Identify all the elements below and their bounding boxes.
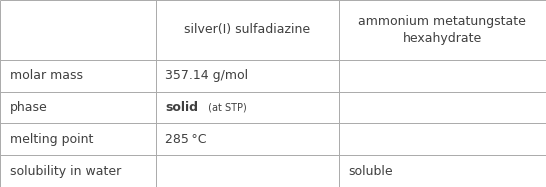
Text: solid: solid [165,101,198,114]
Text: soluble: soluble [348,165,393,178]
Text: molar mass: molar mass [10,69,83,82]
Text: 285 °C: 285 °C [165,133,207,146]
Text: phase: phase [10,101,48,114]
Text: ammonium metatungstate
hexahydrate: ammonium metatungstate hexahydrate [358,15,526,45]
Text: silver(I) sulfadiazine: silver(I) sulfadiazine [184,23,310,36]
Text: solubility in water: solubility in water [10,165,121,178]
Text: 357.14 g/mol: 357.14 g/mol [165,69,248,82]
Text: melting point: melting point [10,133,93,146]
Text: (at STP): (at STP) [205,102,246,113]
